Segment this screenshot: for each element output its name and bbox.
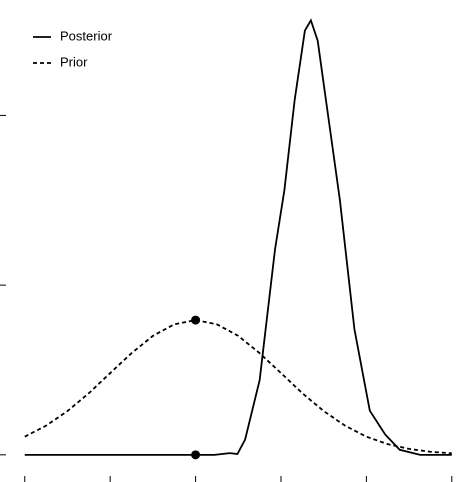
legend-label: Posterior (60, 28, 113, 43)
line (24, 18, 452, 456)
point (191, 450, 201, 460)
legend-label: Prior (60, 54, 88, 69)
line (24, 319, 452, 455)
point (191, 315, 201, 325)
